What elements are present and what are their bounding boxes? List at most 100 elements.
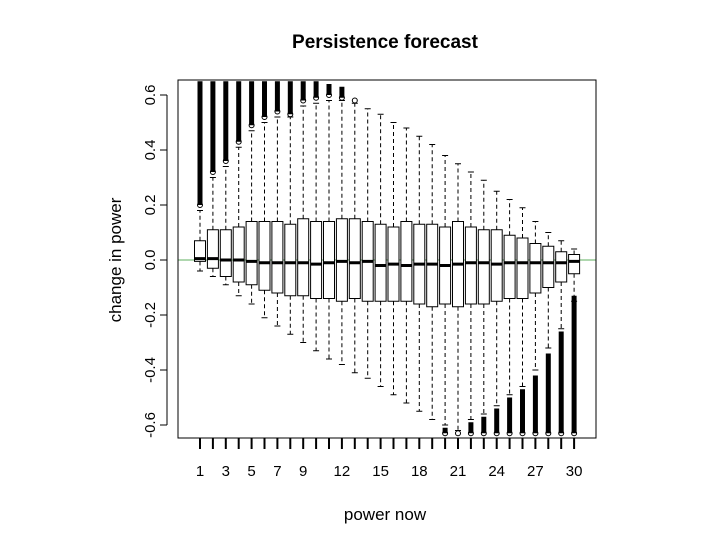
box-body (555, 251, 568, 283)
box-16 (387, 122, 400, 396)
lower-outlier-point (571, 430, 578, 437)
upper-outlier-point (313, 94, 320, 101)
box-17 (400, 127, 413, 404)
box-14 (361, 108, 374, 379)
box-18 (413, 135, 426, 412)
upper-outlier-point (248, 122, 255, 129)
lower-outlier-point (467, 430, 474, 437)
box-6 (258, 81, 271, 319)
upper-outlier-point (235, 138, 242, 145)
box-body (477, 229, 490, 305)
box-11 (323, 84, 335, 360)
box-body (297, 218, 310, 297)
upper-outlier-point (287, 111, 294, 118)
y-tick-label: 0.6 (142, 85, 159, 106)
box-body (400, 221, 413, 302)
upper-outlier-point (326, 92, 332, 98)
x-axis-label: power now (344, 505, 427, 524)
box-21 (452, 163, 464, 437)
upper-outlier-point (209, 169, 216, 175)
lower-outlier-point (442, 430, 449, 437)
box-20 (439, 155, 452, 437)
y-tick-label: 0.0 (142, 250, 159, 271)
y-tick-label: 0.4 (142, 140, 159, 161)
lower-outlier-point (455, 430, 461, 437)
box-8 (284, 81, 297, 335)
x-tick-label: 21 (450, 463, 467, 480)
y-axis: -0.6 -0.4 -0.2 0.0 0.2 0.4 0.6 (142, 85, 168, 438)
box-body (232, 226, 245, 283)
upper-outlier-point (338, 94, 345, 101)
box-body (206, 229, 219, 269)
box-24 (490, 190, 503, 437)
box-1 (194, 81, 206, 272)
box-body (284, 223, 297, 297)
lower-outlier-point (506, 430, 513, 437)
box-10 (310, 81, 323, 352)
box-23 (477, 179, 490, 437)
box-body (323, 221, 335, 299)
plot-area: -0.6 -0.4 -0.2 0.0 0.2 0.4 0.6 1 3 5 7 9 12 15 18 21 24 2… (142, 81, 596, 480)
box-30 (568, 248, 581, 437)
plot-frame (177, 79, 597, 439)
box-15 (374, 113, 387, 387)
x-tick-label: 7 (273, 463, 281, 480)
upper-outlier-point (197, 202, 203, 208)
box-19 (426, 144, 439, 420)
chart-title: Persistence forecast (292, 32, 479, 53)
box-body (194, 240, 206, 262)
box-22 (464, 171, 477, 437)
lower-outlier-point (532, 430, 539, 437)
lower-outlier-point (493, 430, 500, 437)
x-tick-label: 5 (247, 463, 255, 480)
x-tick-label: 12 (334, 463, 351, 480)
x-tick-label: 18 (411, 463, 428, 480)
box-27 (529, 221, 542, 437)
box-5 (245, 81, 258, 305)
y-axis-label: change in power (106, 197, 125, 322)
x-tick-label: 3 (222, 463, 230, 480)
box-body (310, 221, 323, 299)
box-29 (555, 240, 568, 437)
box-26 (516, 207, 529, 437)
box-body (258, 221, 271, 291)
box-4 (232, 81, 245, 297)
box-body (529, 243, 542, 294)
y-tick-label: -0.4 (142, 357, 159, 383)
box-13 (348, 97, 361, 374)
upper-outlier-point (300, 97, 307, 104)
x-tick-label: 30 (566, 463, 583, 480)
lower-outlier-point (519, 430, 526, 437)
upper-outlier-point (351, 97, 358, 104)
y-tick-label: -0.2 (142, 302, 159, 328)
box-3 (219, 81, 232, 286)
x-axis: 1 3 5 7 9 12 15 18 21 24 27 30 (196, 438, 583, 480)
y-tick-label: 0.2 (142, 195, 159, 216)
x-tick-label: 15 (372, 463, 389, 480)
box-body (503, 234, 516, 299)
x-tick-label: 24 (488, 463, 505, 480)
y-tick-label: -0.6 (142, 412, 159, 438)
lower-outlier-point (545, 430, 552, 437)
box-body (245, 221, 258, 286)
box-body (464, 226, 477, 305)
box-body (516, 237, 529, 299)
box-body (374, 223, 387, 302)
x-tick-label: 9 (299, 463, 307, 480)
data-marks (178, 81, 596, 437)
box-body (219, 229, 232, 277)
box-body (542, 245, 555, 288)
x-tick-label: 1 (196, 463, 204, 480)
box-2 (206, 81, 219, 277)
lower-outlier-point (480, 430, 487, 437)
upper-outlier-point (261, 114, 268, 120)
box-25 (503, 199, 516, 437)
x-tick-label: 27 (527, 463, 544, 480)
box-9 (297, 81, 310, 343)
upper-outlier-point (222, 158, 229, 164)
box-body (348, 218, 361, 299)
box-body (568, 254, 581, 275)
box-12 (335, 86, 348, 365)
box-7 (271, 81, 284, 327)
